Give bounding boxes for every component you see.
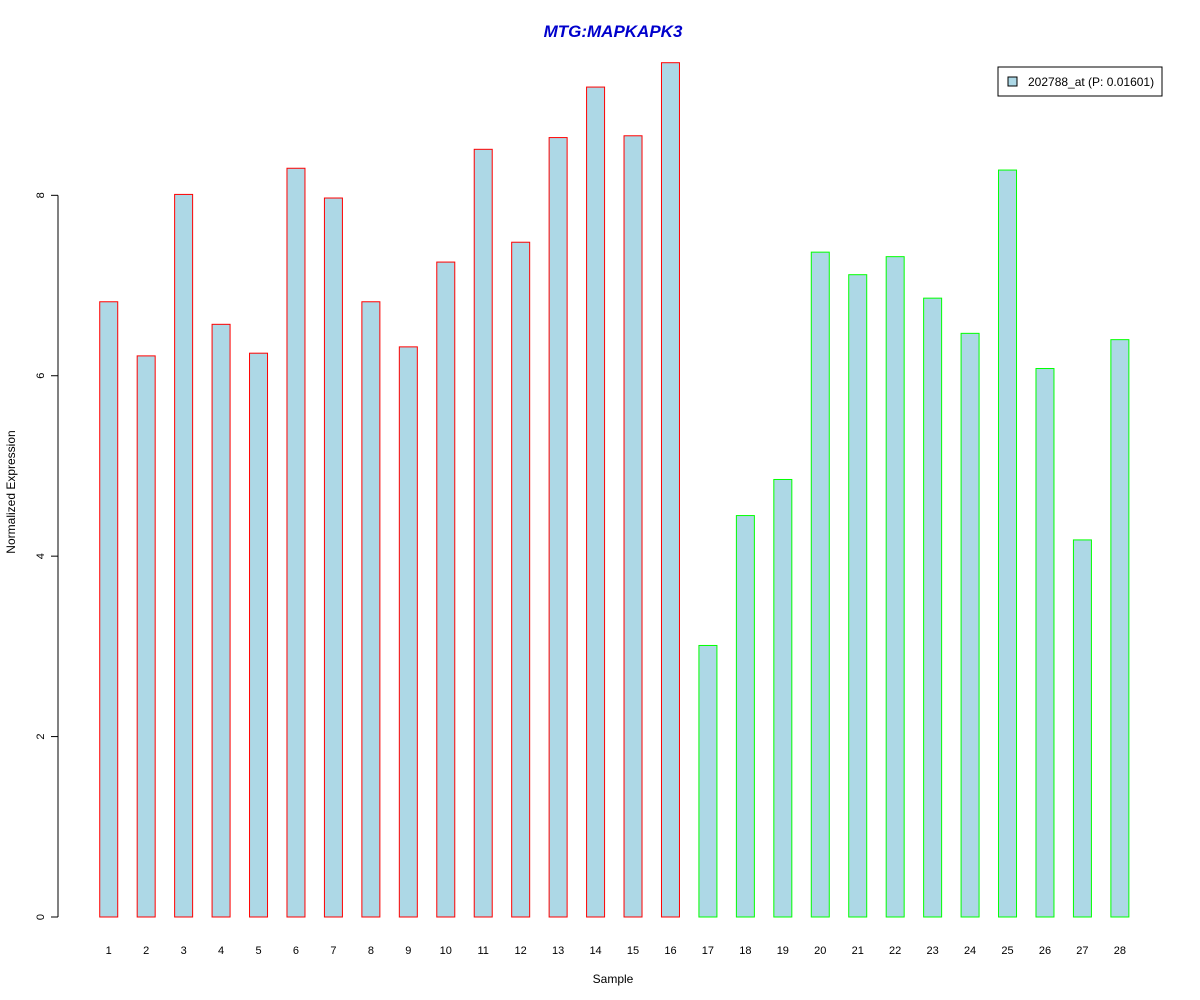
x-tick-label: 12: [515, 945, 527, 957]
x-tick-label: 10: [440, 945, 452, 957]
chart-title: MTG:MAPKAPK3: [544, 22, 683, 41]
bar-sample-28: [1110, 339, 1130, 918]
x-axis-label: Sample: [593, 972, 634, 986]
x-tick-label: 3: [181, 945, 187, 957]
y-tick-label: 8: [35, 192, 47, 198]
x-tick-label: 21: [852, 945, 864, 957]
bar-sample-3: [174, 193, 194, 918]
bar-sample-2: [136, 355, 156, 918]
bar-sample-24: [960, 332, 980, 918]
bar-sample-20: [810, 251, 830, 918]
x-tick-label: 20: [814, 945, 826, 957]
bar-sample-4: [211, 323, 231, 918]
bar-sample-19: [773, 478, 793, 918]
bar-sample-25: [998, 169, 1018, 918]
bar-sample-9: [398, 346, 418, 918]
x-tick-label: 11: [478, 945, 489, 957]
bar-sample-21: [848, 274, 868, 918]
y-axis: 0 2 4 6 8: [35, 192, 59, 920]
legend: 202788_at (P: 0.01601): [997, 66, 1163, 97]
bar-sample-16: [660, 62, 680, 918]
bar-sample-26: [1035, 368, 1055, 918]
legend-swatch: [1007, 76, 1018, 87]
bar-sample-22: [885, 256, 905, 918]
x-tick-label: 2: [143, 945, 149, 957]
bar-sample-18: [735, 515, 755, 918]
x-tick-label: 13: [552, 945, 564, 957]
bar-sample-17: [698, 644, 718, 918]
y-tick-label: 0: [35, 914, 47, 920]
x-tick-label: 25: [1001, 945, 1013, 957]
bar-sample-5: [249, 352, 269, 918]
x-tick-label: 27: [1076, 945, 1088, 957]
y-tick-label: 4: [35, 553, 47, 559]
bar-sample-12: [511, 241, 531, 918]
x-tick-label: 1: [106, 945, 112, 957]
x-tick-label: 22: [889, 945, 901, 957]
bar-sample-10: [436, 261, 456, 918]
x-tick-label: 19: [777, 945, 789, 957]
x-tick-label: 14: [589, 945, 601, 957]
y-tick-label: 2: [35, 734, 47, 740]
x-tick-label: 23: [927, 945, 939, 957]
bar-sample-15: [623, 135, 643, 918]
bar-sample-1: [99, 301, 119, 918]
x-tick-label: 6: [293, 945, 299, 957]
y-axis-label: Normalized Expression: [4, 430, 18, 553]
x-tick-label: 28: [1114, 945, 1126, 957]
bar-sample-7: [323, 197, 343, 918]
x-tick-label: 16: [664, 945, 676, 957]
x-tick-label: 7: [330, 945, 336, 957]
x-tick-label: 9: [405, 945, 411, 957]
x-tick-label: 18: [739, 945, 751, 957]
x-tick-label: 4: [218, 945, 224, 957]
x-tick-label: 26: [1039, 945, 1051, 957]
legend-box: [997, 66, 1163, 97]
x-tick-label: 24: [964, 945, 976, 957]
bar-sample-27: [1072, 539, 1092, 918]
x-tick-label: 8: [368, 945, 374, 957]
bar-sample-23: [923, 297, 943, 918]
bars: [99, 62, 1130, 918]
y-tick-label: 6: [35, 373, 47, 379]
bar-sample-13: [548, 137, 568, 918]
bar-sample-11: [473, 148, 493, 918]
x-tick-labels: 1 2 3 4 5 6 7 8 9 10 11 12 13 14 15 16 17 18 19 20 21 22 23 24 2…: [106, 945, 1126, 957]
x-tick-label: 17: [702, 945, 714, 957]
x-tick-label: 5: [255, 945, 261, 957]
x-tick-label: 15: [627, 945, 639, 957]
bar-sample-6: [286, 167, 306, 918]
bar-sample-14: [586, 86, 606, 918]
bar-sample-8: [361, 301, 381, 918]
legend-label: 202788_at (P: 0.01601): [1028, 75, 1154, 89]
